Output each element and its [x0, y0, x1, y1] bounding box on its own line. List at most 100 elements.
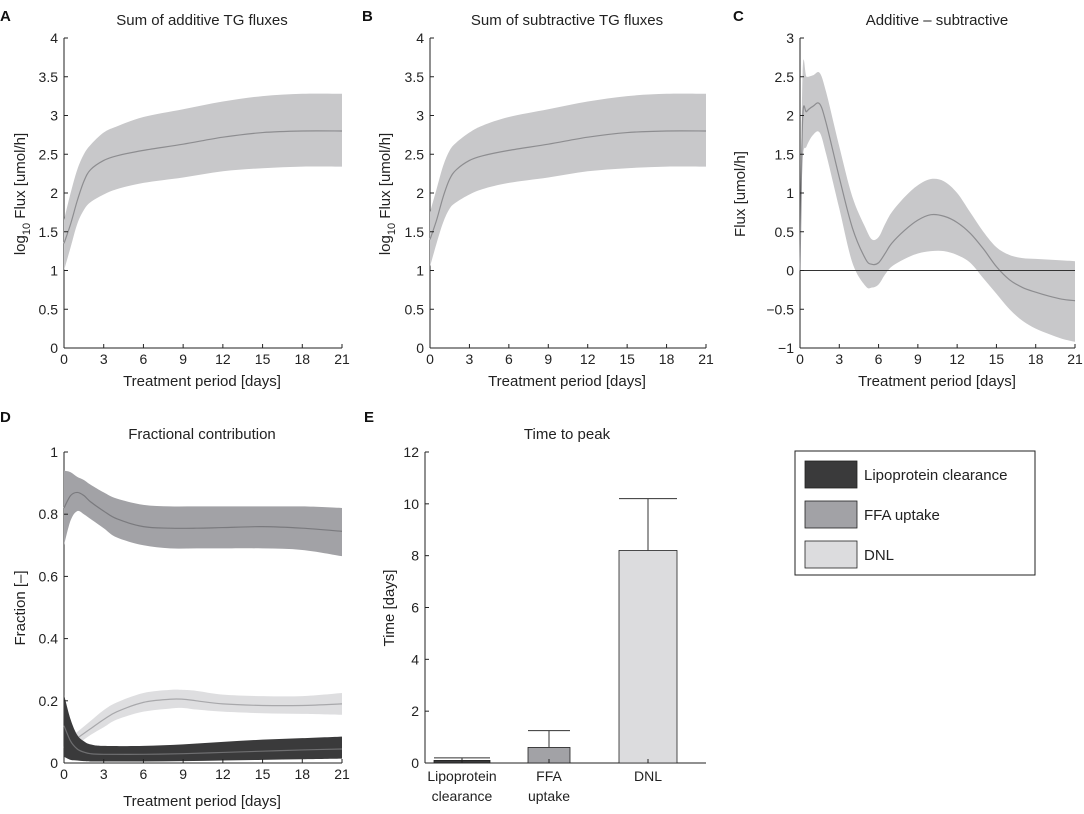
y-tick-label: 0.2	[39, 693, 59, 709]
y-tick-label: 0.5	[775, 224, 795, 240]
y-axis-ticks: 0 0.5 1 1.5 2 2.5 3 3.5 4	[39, 30, 68, 356]
y-tick-label: 12	[403, 444, 419, 460]
mean-line-ffa-uptake	[63, 491, 343, 532]
mean-line-dnl	[63, 698, 343, 748]
x-tick-label: 12	[215, 351, 231, 367]
panel-letter: D	[0, 409, 11, 426]
x-axis-label: Treatment period [days]	[858, 373, 1016, 390]
x-tick-label: 9	[544, 351, 552, 367]
x-tick-label: 18	[1028, 351, 1044, 367]
plot-area	[424, 452, 706, 764]
x-tick-label: 21	[1067, 351, 1083, 367]
x-tick-label: 3	[100, 351, 108, 367]
y-axis-ticks: −1 −0.5 0 0.5 1 1.5 2 2.5 3	[766, 30, 804, 356]
y-tick-label: 1.5	[39, 224, 59, 240]
plot-area	[63, 452, 343, 764]
legend-label: FFA uptake	[864, 507, 940, 524]
x-tick-label: 6	[505, 351, 513, 367]
chart-title: Time to peak	[524, 426, 611, 443]
panel-a: A Sum of additive TG fluxes 0 3 6 9 12 15 18 21…	[0, 8, 350, 390]
x-tick-label: 21	[334, 766, 350, 782]
y-tick-label: 10	[403, 496, 419, 512]
y-tick-label: 0.8	[39, 506, 59, 522]
x-tick-label: 21	[698, 351, 714, 367]
chart-title: Additive – subtractive	[866, 12, 1009, 29]
x-tick-label: 21	[334, 351, 350, 367]
y-tick-label: 2.5	[775, 69, 795, 85]
x-axis-label: Treatment period [days]	[488, 373, 646, 390]
x-tick-label: 9	[179, 351, 187, 367]
x-tick-label: 9	[914, 351, 922, 367]
confidence-band	[800, 59, 1075, 342]
panel-c: C Additive – subtractive 0 3 6 9 12 15 18 21 −1…	[732, 8, 1083, 390]
y-tick-label: −0.5	[766, 301, 794, 317]
x-tick-label: 18	[294, 351, 310, 367]
y-tick-label: 3	[50, 108, 58, 124]
y-tick-label: 1	[786, 185, 794, 201]
mean-line	[799, 102, 1076, 302]
x-tick-label: 12	[949, 351, 965, 367]
x-axis-label: Treatment period [days]	[123, 373, 281, 390]
y-tick-label: 1	[416, 263, 424, 279]
y-tick-label: 1.5	[775, 146, 795, 162]
panel-letter: E	[364, 409, 374, 426]
x-tick-label: 18	[294, 766, 310, 782]
panel-letter: B	[362, 8, 373, 25]
x-tick-label: 6	[875, 351, 883, 367]
y-tick-label: 1	[50, 263, 58, 279]
y-tick-label: 0.5	[405, 301, 425, 317]
y-axis-ticks: 0 0.5 1 1.5 2 2.5 3 3.5 4	[405, 30, 434, 356]
y-tick-label: 4	[416, 30, 424, 46]
x-tick-label: 6	[140, 766, 148, 782]
x-tick-label: 12	[215, 766, 231, 782]
y-axis-ticks: 0 2 4 6 8 10 12	[403, 444, 429, 771]
x-axis-label: Treatment period [days]	[123, 793, 281, 810]
x-tick-label: 18	[659, 351, 675, 367]
y-axis-ticks: 0 0.2 0.4 0.6 0.8 1	[39, 444, 68, 771]
x-tick-label: 0	[426, 351, 434, 367]
y-tick-label: 0	[50, 755, 58, 771]
y-tick-label: 2	[416, 185, 424, 201]
y-tick-label: 0.5	[39, 301, 59, 317]
bar-dnl	[618, 550, 678, 764]
x-tick-label: clearance	[432, 788, 493, 804]
panel-d: D Fractional contribution 0 3 6 9 12 15 18 21 0…	[0, 409, 350, 810]
y-tick-label: 2.5	[405, 146, 425, 162]
x-tick-label: 3	[835, 351, 843, 367]
x-tick-label: 0	[796, 351, 804, 367]
panel-e: E Time to peak Lipoprotein clearance FFA up…	[364, 409, 706, 804]
confidence-band	[64, 93, 342, 271]
x-tick-label: DNL	[634, 768, 662, 784]
x-tick-label: 15	[255, 351, 271, 367]
mean-line	[429, 130, 707, 240]
panel-b: B Sum of subtractive TG fluxes 0 3 6 9 12 15 1…	[362, 8, 714, 390]
y-tick-label: 1	[50, 444, 58, 460]
y-axis-label: Time [days]	[381, 570, 398, 647]
chart-title: Sum of subtractive TG fluxes	[471, 12, 663, 29]
y-tick-label: 0	[50, 340, 58, 356]
y-tick-label: 3	[416, 108, 424, 124]
x-tick-label: 9	[179, 766, 187, 782]
band-ffa-uptake	[64, 470, 342, 557]
legend-swatch-ffa-uptake	[804, 500, 858, 529]
y-axis-label: log10 Flux [umol/h]	[377, 133, 398, 255]
y-axis-label: Flux [umol/h]	[732, 151, 749, 237]
x-tick-label: FFA	[536, 768, 562, 784]
y-tick-label: 3.5	[405, 69, 425, 85]
y-axis-label: log10 Flux [umol/h]	[12, 133, 33, 255]
chart-title: Sum of additive TG fluxes	[116, 12, 287, 29]
band-lipoprotein-clearance	[64, 694, 342, 762]
y-tick-label: 0	[416, 340, 424, 356]
y-tick-label: 0	[786, 263, 794, 279]
y-tick-label: 6	[411, 600, 419, 616]
x-tick-label: 3	[100, 766, 108, 782]
plot-area	[429, 38, 707, 349]
panel-letter: C	[733, 8, 744, 25]
x-tick-label: 12	[580, 351, 596, 367]
y-tick-label: 0.4	[39, 631, 59, 647]
y-tick-label: 1.5	[405, 224, 425, 240]
legend-label: DNL	[864, 547, 894, 564]
x-tick-label: 15	[619, 351, 635, 367]
x-axis-ticks: 0 3 6 9 12 15 18 21	[796, 344, 1083, 367]
x-tick-label: 0	[60, 766, 68, 782]
